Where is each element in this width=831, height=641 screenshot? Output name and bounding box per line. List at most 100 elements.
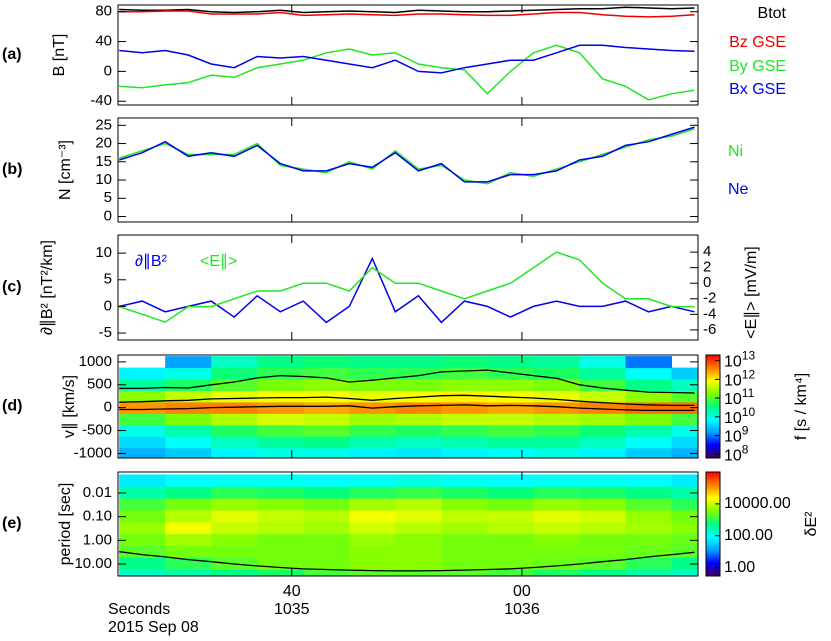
heatmap-cell [441, 534, 488, 547]
heatmap-cell [625, 557, 673, 571]
legend-label: Ne [728, 181, 749, 198]
heatmap-cell [211, 534, 258, 547]
heatmap-cell [303, 522, 350, 535]
heatmap-cell [579, 534, 626, 547]
tick-exponent: 8 [742, 442, 749, 456]
heatmap-cell [257, 522, 304, 535]
heatmap-cell [625, 486, 673, 500]
heatmap-cell [349, 447, 396, 458]
data-line [119, 10, 695, 18]
y-axis-label: v∥ [km/s] [61, 375, 78, 438]
tick-base: 10 [724, 391, 742, 408]
heatmap-cell [211, 424, 258, 437]
tick-base: 10 [724, 429, 742, 446]
heatmap-cell [625, 569, 673, 576]
panel [119, 356, 698, 458]
colorbar-tick-label: 100.00 [724, 527, 773, 544]
y-tick-label: -40 [90, 92, 112, 109]
y-tick-label: 0 [104, 62, 112, 79]
heatmap-cell [395, 447, 442, 458]
data-line [119, 6, 695, 14]
heatmap-cell [303, 546, 350, 559]
heatmap-cell [533, 522, 580, 535]
tick-exponent: 11 [742, 386, 755, 400]
y-tick-label: 10.00 [74, 555, 112, 572]
panel [119, 6, 695, 101]
heatmap-cell [441, 569, 488, 576]
heatmap-cell [579, 356, 626, 369]
heatmap-cell [119, 498, 166, 511]
heatmap-cell [165, 447, 212, 458]
overlay-line [119, 369, 695, 394]
heatmap-cell [441, 546, 488, 559]
heatmap-cell [257, 356, 304, 369]
heatmap-cell [165, 424, 212, 437]
heatmap-cell [487, 401, 534, 414]
tick-base: 10 [724, 373, 742, 390]
colorbar-tick-label: 108 [724, 442, 749, 464]
heatmap-cell [441, 522, 488, 535]
heatmap-cell [533, 367, 580, 380]
heatmap-cell [349, 486, 396, 500]
heatmap-cell [579, 401, 626, 414]
heatmap-cell [303, 510, 350, 523]
heatmap-cell [257, 424, 304, 437]
y-tick-label: 80 [95, 3, 112, 20]
heatmap-cell [303, 447, 350, 458]
overlay-line [119, 404, 695, 412]
heatmap-cell [349, 356, 396, 369]
heatmap-cell [625, 390, 673, 403]
tick-base: 10 [724, 447, 742, 464]
heatmap-cell [441, 474, 488, 488]
heatmap-cell [671, 534, 698, 547]
heatmap-cell [487, 546, 534, 559]
heatmap-cell [487, 424, 534, 437]
heatmap-cell [395, 474, 442, 488]
heatmap-cell [625, 474, 673, 488]
heatmap-cell [441, 436, 488, 449]
legend-label: Ni [728, 143, 743, 160]
heatmap-cell [441, 510, 488, 523]
heatmap-cell [349, 436, 396, 449]
heatmap-cell [349, 557, 396, 571]
heatmap-cell [119, 401, 166, 414]
heatmap-cell [487, 569, 534, 576]
colorbar-tick-label: 1013 [724, 349, 755, 371]
heatmap-cell [395, 401, 442, 414]
heatmap-cell [119, 436, 166, 449]
heatmap-cell [487, 390, 534, 403]
heatmap-cell [349, 379, 396, 391]
plot-frame [117, 117, 699, 223]
heatmap-cell [395, 486, 442, 500]
heatmap-cell [579, 498, 626, 511]
heatmap-cell [625, 522, 673, 535]
heatmap-cell [671, 367, 698, 380]
panel [118, 251, 695, 324]
heatmap-cell [487, 447, 534, 458]
heatmap-cell [533, 379, 580, 391]
heatmap-cell [165, 379, 212, 391]
heatmap-cell [303, 436, 350, 449]
panel [118, 126, 695, 185]
heatmap-cell [579, 569, 626, 576]
heatmap-cell [533, 436, 580, 449]
panel-label: (d) [2, 398, 22, 415]
data-line [118, 126, 695, 183]
y-tick-label: 10 [95, 244, 112, 261]
heatmap-cell [349, 498, 396, 511]
panel-label: (b) [2, 161, 22, 178]
heatmap-cell [119, 474, 166, 488]
heatmap-cell [533, 534, 580, 547]
heatmap-cell [303, 424, 350, 437]
heatmap-cell [211, 413, 258, 426]
y-tick-label: 0.01 [83, 484, 112, 501]
heatmap-cell [165, 356, 212, 369]
heatmap-cell [579, 522, 626, 535]
legend-label: <E∥> [200, 253, 237, 270]
heatmap-cell [349, 534, 396, 547]
heatmap-cell [257, 486, 304, 500]
heatmap-cell [349, 569, 396, 576]
heatmap-cell [119, 522, 166, 535]
heatmap-cell [165, 390, 212, 403]
heatmap-cell [211, 379, 258, 391]
